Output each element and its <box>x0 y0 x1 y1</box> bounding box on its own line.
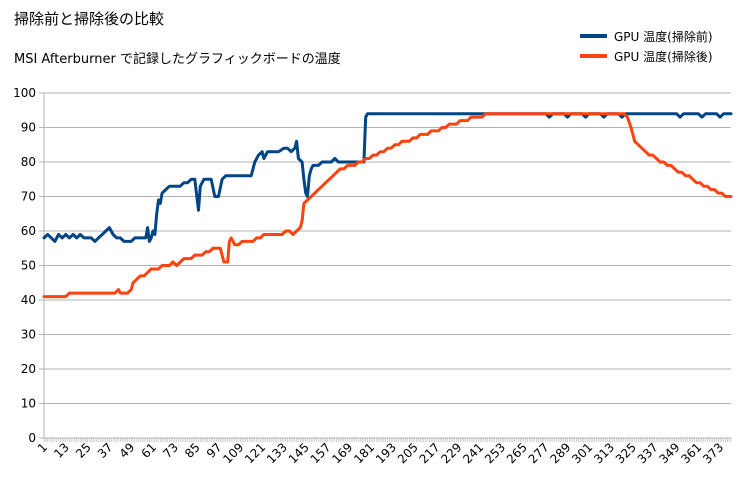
x-tick-label: 265 <box>504 440 530 466</box>
x-tick-label: 121 <box>242 440 268 466</box>
x-tick-label: 193 <box>373 440 399 466</box>
y-tick-label: 30 <box>21 328 36 342</box>
y-tick-label: 100 <box>13 86 36 100</box>
x-tick-label: 325 <box>613 440 639 466</box>
x-tick-label: 37 <box>95 440 116 461</box>
x-tick-label: 289 <box>547 440 573 466</box>
x-tick-label: 361 <box>678 440 704 466</box>
x-tick-label: 133 <box>264 440 290 466</box>
x-tick-label: 337 <box>635 440 661 466</box>
x-tick-label: 217 <box>417 440 443 466</box>
x-tick-label: 277 <box>526 440 552 466</box>
x-tick-label: 313 <box>591 440 617 466</box>
x-tick-label: 1 <box>35 440 50 455</box>
x-tick-label: 169 <box>329 440 355 466</box>
series-line-after <box>42 112 733 299</box>
x-tick-label: 253 <box>482 440 508 466</box>
x-tick-label: 157 <box>308 440 334 466</box>
x-tick-label: 229 <box>438 440 464 466</box>
y-tick-label: 70 <box>21 190 36 204</box>
chart-legend: GPU 温度(掃除前) GPU 温度(掃除後) <box>580 26 713 66</box>
chart-title: 掃除前と掃除後の比較 <box>14 10 165 28</box>
y-tick-label: 0 <box>28 431 36 445</box>
x-tick-label: 145 <box>286 440 312 466</box>
y-tick-label: 20 <box>21 362 36 376</box>
x-tick-label: 373 <box>700 440 726 466</box>
x-tick-label: 241 <box>460 440 486 466</box>
x-tick-label: 181 <box>351 440 377 466</box>
legend-swatch-before <box>580 34 607 38</box>
x-tick-label: 109 <box>220 440 246 466</box>
x-tick-label: 61 <box>138 440 159 461</box>
y-tick-label: 90 <box>21 121 36 135</box>
chart-subtitle: MSI Afterburner で記録したグラフィックボードの温度 <box>14 52 341 67</box>
legend-swatch-after <box>580 54 607 58</box>
y-tick-label: 10 <box>21 397 36 411</box>
x-tick-label: 49 <box>117 440 138 461</box>
x-tick-label: 301 <box>569 440 595 466</box>
x-tick-label: 205 <box>395 440 421 466</box>
x-tick-label: 13 <box>51 440 72 461</box>
x-tick-label: 73 <box>160 440 181 461</box>
y-tick-label: 40 <box>21 293 36 307</box>
y-tick-label: 50 <box>21 259 36 273</box>
x-tick-label: 349 <box>657 440 683 466</box>
y-tick-label: 60 <box>21 224 36 238</box>
legend-label-after: GPU 温度(掃除後) <box>614 49 713 64</box>
legend-item-after: GPU 温度(掃除後) <box>580 46 713 66</box>
legend-item-before: GPU 温度(掃除前) <box>580 26 713 46</box>
series-line-before <box>42 112 733 243</box>
y-tick-label: 80 <box>21 155 36 169</box>
x-tick-label: 85 <box>182 440 203 461</box>
legend-label-before: GPU 温度(掃除前) <box>614 29 713 44</box>
x-tick-label: 25 <box>73 440 94 461</box>
